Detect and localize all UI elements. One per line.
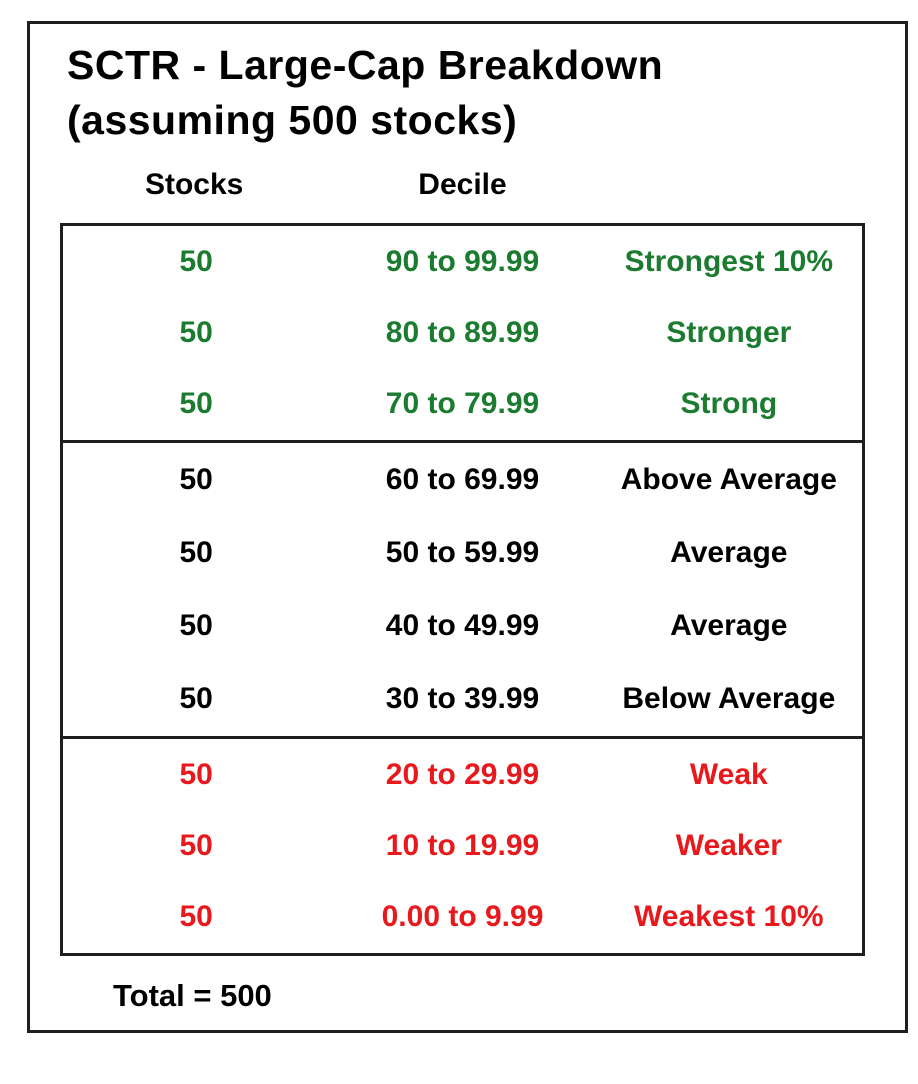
column-header-empty [597, 168, 865, 202]
strength-label: Below Average [622, 682, 836, 716]
decile-range: 30 to 39.99 [385, 682, 540, 716]
total-label: Total = 500 [113, 978, 272, 1013]
strength-label: Above Average [620, 462, 837, 496]
stocks-value: 50 [179, 757, 213, 791]
section-strong: 50 90 to 99.99 Strongest 10% 50 80 to 89… [60, 223, 865, 443]
decile-range: 60 to 69.99 [385, 462, 540, 496]
decile-range: 70 to 79.99 [385, 387, 540, 421]
table-row: 50 60 to 69.99 Above Average [63, 443, 862, 516]
section-weak: 50 20 to 29.99 Weak 50 10 to 19.99 Weake… [60, 736, 865, 956]
decile-range: 80 to 89.99 [385, 315, 540, 349]
section-average: 50 60 to 69.99 Above Average 50 50 to 59… [60, 440, 865, 739]
page-title: SCTR - Large-Cap Breakdown (assuming 500… [67, 38, 663, 148]
column-header-decile: Decile [418, 168, 507, 201]
decile-table: 50 90 to 99.99 Strongest 10% 50 80 to 89… [60, 223, 865, 956]
sctr-breakdown-panel: SCTR - Large-Cap Breakdown (assuming 500… [27, 21, 908, 1033]
decile-range: 40 to 49.99 [385, 609, 540, 643]
table-row: 50 40 to 49.99 Average [63, 590, 862, 663]
page-title-line2: (assuming 500 stocks) [67, 97, 518, 143]
table-row: 50 70 to 79.99 Strong [63, 369, 862, 440]
decile-range: 50 to 59.99 [385, 535, 540, 569]
stocks-value: 50 [179, 900, 213, 934]
strength-label: Average [670, 535, 788, 569]
table-row: 50 50 to 59.99 Average [63, 516, 862, 589]
page-title-line1: SCTR - Large-Cap Breakdown [67, 42, 664, 88]
table-row: 50 0.00 to 9.99 Weakest 10% [63, 882, 862, 953]
table-row: 50 90 to 99.99 Strongest 10% [63, 226, 862, 297]
stocks-value: 50 [179, 609, 213, 643]
decile-range: 90 to 99.99 [385, 244, 540, 278]
decile-range: 0.00 to 9.99 [381, 900, 544, 934]
strength-label: Weakest 10% [634, 900, 824, 934]
table-row: 50 80 to 89.99 Stronger [63, 297, 862, 368]
strength-label: Stronger [666, 315, 792, 349]
table-row: 50 10 to 19.99 Weaker [63, 810, 862, 881]
strength-label: Strongest 10% [624, 244, 834, 278]
strength-label: Average [670, 609, 788, 643]
column-header-stocks: Stocks [144, 168, 244, 201]
stocks-value: 50 [179, 682, 213, 716]
table-row: 50 20 to 29.99 Weak [63, 739, 862, 810]
stocks-value: 50 [179, 315, 213, 349]
strength-label: Weaker [675, 828, 782, 862]
stocks-value: 50 [179, 828, 213, 862]
strength-label: Weak [689, 757, 768, 791]
stocks-value: 50 [179, 387, 213, 421]
stocks-value: 50 [179, 462, 213, 496]
column-headers: Stocks Decile [60, 168, 865, 202]
decile-range: 10 to 19.99 [385, 828, 540, 862]
decile-range: 20 to 29.99 [385, 757, 540, 791]
stocks-value: 50 [179, 535, 213, 569]
stocks-value: 50 [179, 244, 213, 278]
table-row: 50 30 to 39.99 Below Average [63, 663, 862, 736]
strength-label: Strong [680, 387, 778, 421]
